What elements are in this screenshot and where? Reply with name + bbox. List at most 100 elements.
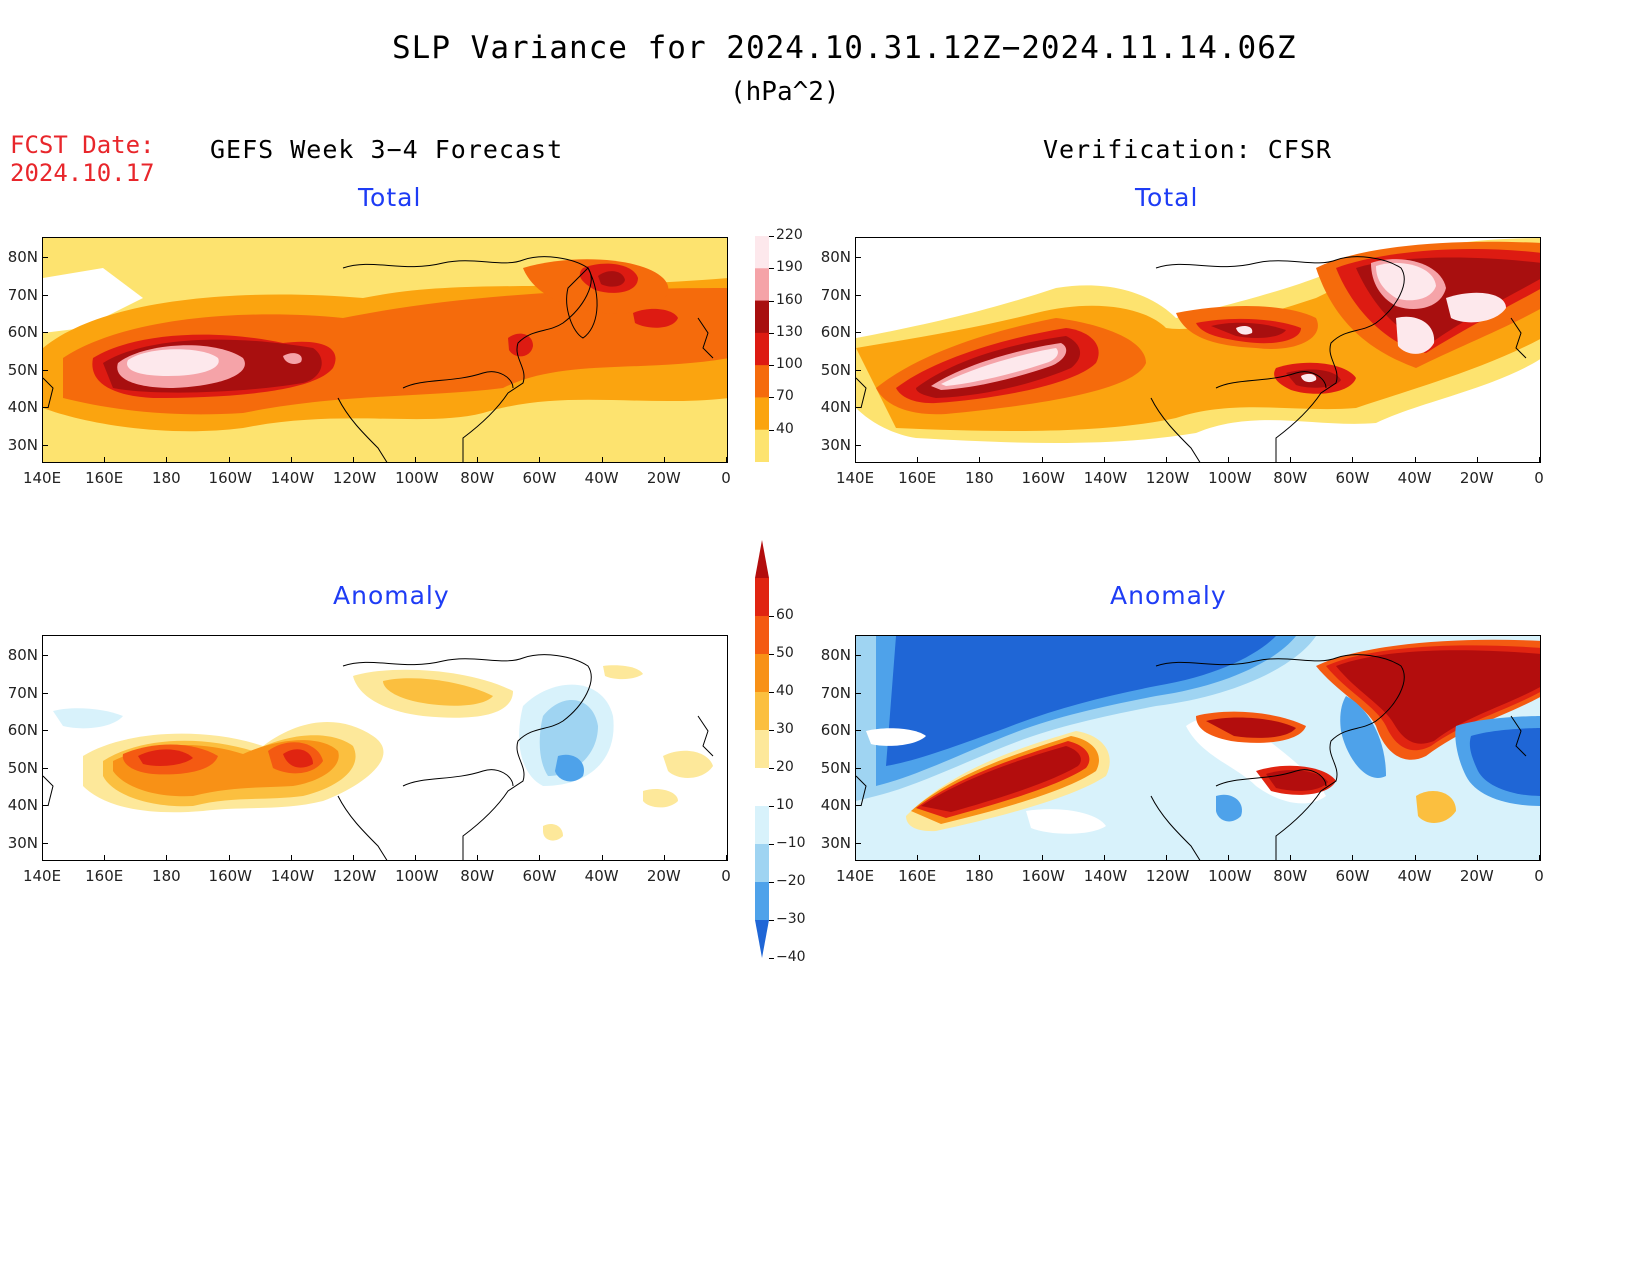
verification-total-lat-tick [855,407,861,408]
forecast-anomaly-lon-label: 160W [208,867,252,885]
verification-anomaly-lon-label: 20W [1459,867,1494,885]
verification-anomaly-lon-tick [979,855,981,861]
verification-total-lat-tick [855,294,861,296]
total-colorbar-level-label: 130 [776,323,803,340]
verification-anomaly-lon-label: 60W [1335,867,1370,885]
verification-anomaly-lon-tick [1352,855,1354,861]
anomaly-colorbar-level-tick [769,882,774,883]
verification-anomaly-lat-label: 70N [820,683,851,702]
total-colorbar-swatches [755,198,769,500]
total-colorbar-level-tick [769,332,774,334]
verification-total-lon-tick [917,457,919,463]
forecast-anomaly-lat-tick [42,692,48,694]
forecast-total-lon-label: 80W [460,469,495,487]
forecast-anomaly-lon-tick [601,855,603,861]
verification-total-lon-label: 80W [1273,469,1308,487]
verification-total-lon-tick [1539,457,1540,463]
verification-total-lat-label: 40N [820,398,851,416]
forecast-total-lon-tick [601,457,603,463]
anomaly-colorbar [755,540,769,958]
total-colorbar-swatch [755,300,769,334]
forecast-anomaly-lon-label: 40W [584,867,619,885]
anomaly-colorbar-swatches [755,540,769,958]
total-colorbar-swatch [755,365,769,398]
verification-anomaly-lon-label: 40W [1397,867,1432,885]
forecast-total-lon-label: 140E [22,469,62,487]
forecast-anomaly-lat-label: 70N [7,683,38,702]
anomaly-colorbar-swatch [755,806,769,845]
total-colorbar-level-label: 40 [776,420,794,437]
verification-anomaly-lat-tick [855,842,861,844]
fcst-date-value: 2024.10.17 [10,159,155,187]
forecast-anomaly-lon-label: 80W [460,867,495,885]
anomaly-colorbar-level-tick [769,806,774,807]
verification-total-lat-tick [855,332,861,333]
anomaly-colorbar-level-label: 50 [776,645,794,661]
total-colorbar-swatch [755,429,769,463]
anomaly-colorbar-swatch [755,768,769,807]
anomaly-colorbar-level-label: −30 [776,911,806,927]
forecast-total-lon-label: 160E [85,469,124,487]
total-colorbar-top-arrow [755,198,769,236]
forecast-anomaly-lon-tick [352,855,354,861]
forecast-anomaly-lon-label: 100W [395,867,439,885]
verification-total-lat-label: 70N [820,285,851,304]
forecast-anomaly-lat-label: 30N [7,833,38,852]
total-colorbar-level-tick [769,397,774,399]
total-colorbar-level-label: 100 [776,356,803,373]
forecast-total-lat-label: 70N [7,285,38,304]
forecast-anomaly-lon-label: 180 [152,867,181,885]
forecast-total-field [43,238,727,462]
verification-anomaly-lon-label: 0 [1534,867,1544,885]
total-colorbar-level-label: 220 [776,227,803,243]
forecast-total-lon-label: 60W [522,469,557,487]
verification-anomaly-lat-label: 60N [820,721,851,739]
verification-total-lon-label: 120W [1145,469,1190,487]
verification-anomaly-lon-tick [1165,855,1167,861]
verification-total-lon-label: 160W [1021,469,1065,487]
anomaly-colorbar-level-label: −40 [776,949,806,965]
verification-anomaly-lat-tick [855,767,861,769]
verification-anomaly-lon-label: 180 [965,867,994,885]
anomaly-colorbar-level-label: −20 [776,873,806,889]
verification-anomaly-lon-label: 160E [898,867,937,885]
forecast-total-lon-tick [352,457,354,463]
forecast-total-lon-tick [415,457,417,463]
forecast-total-lon-label: 160W [208,469,252,487]
verification-anomaly-lat-label: 30N [820,833,851,852]
verification-anomaly-lat-label: 80N [820,646,851,664]
verification-total-lon-label: 180 [965,469,994,487]
forecast-total-lat-label: 50N [7,360,38,379]
forecast-total-lat-tick [42,332,48,333]
verification-anomaly-lat-label: 50N [820,758,851,777]
verification-total-lon-label: 100W [1208,469,1252,487]
map-forecast-anomaly [42,635,728,861]
total-colorbar-level-label: 70 [776,388,794,405]
verification-anomaly-lon-label: 140W [1083,867,1128,885]
forecast-total-lon-label: 20W [646,469,681,487]
forecast-total-lon-tick [42,457,43,463]
verification-anomaly-lon-label: 100W [1208,867,1252,885]
forecast-anomaly-lon-tick [663,855,665,861]
verification-total-lon-label: 140E [835,469,875,487]
verification-anomaly-lat-tick [855,730,861,731]
forecast-total-lon-label: 140W [270,469,315,487]
total-colorbar-swatch [755,332,769,366]
verification-anomaly-lon-tick [917,855,919,861]
forecast-anomaly-lat-label: 50N [7,758,38,777]
forecast-anomaly-lat-label: 40N [7,796,38,814]
forecast-total-lat-tick [42,294,48,296]
figure-units: (hPa^2) [730,77,840,107]
anomaly-colorbar-level-tick [769,768,774,769]
forecast-anomaly-lon-tick [415,855,417,861]
verification-total-lon-tick [1228,457,1230,463]
verification-anomaly-lon-label: 80W [1273,867,1308,885]
anomaly-colorbar-swatch [755,578,769,617]
anomaly-colorbar-swatch [755,692,769,731]
forecast-anomaly-lon-tick [228,855,230,861]
verification-total-lon-label: 20W [1459,469,1494,487]
verification-total-field [856,238,1540,462]
total-colorbar-level-label: 190 [776,259,803,276]
forecast-anomaly-lon-label: 60W [522,867,557,885]
forecast-anomaly-lat-tick [42,655,48,656]
